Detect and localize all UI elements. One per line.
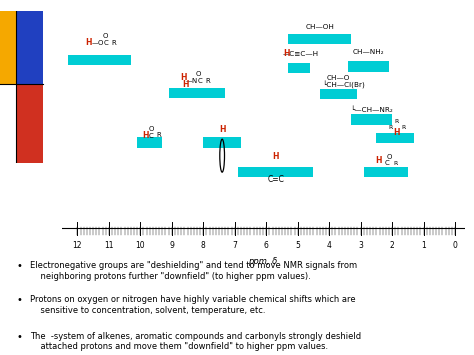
Text: •: •: [17, 261, 22, 271]
Text: H: H: [181, 73, 187, 82]
Text: 10: 10: [136, 241, 145, 250]
Text: —O: —O: [91, 39, 104, 45]
Text: Protons on oxygen or nitrogen have highly variable chemical shifts which are
   : Protons on oxygen or nitrogen have highl…: [30, 295, 356, 315]
Text: 1: 1: [421, 241, 426, 250]
Text: C: C: [198, 78, 202, 84]
Text: H: H: [376, 155, 382, 165]
Text: O: O: [196, 71, 201, 77]
Text: 0: 0: [453, 241, 457, 250]
Text: └CH—Cl(Br): └CH—Cl(Br): [322, 81, 365, 89]
Text: C=C: C=C: [267, 175, 284, 184]
Text: └—CH—NR₂: └—CH—NR₂: [350, 106, 393, 113]
Bar: [137, 137, 162, 148]
Bar: [203, 137, 241, 148]
Bar: [288, 34, 351, 44]
Text: 4: 4: [327, 241, 332, 250]
Text: H: H: [182, 80, 189, 89]
Text: 11: 11: [104, 241, 114, 250]
Bar: [16, 84, 43, 163]
Text: H: H: [283, 49, 290, 58]
Text: •: •: [17, 332, 22, 342]
Text: H: H: [273, 152, 279, 161]
Text: O: O: [386, 154, 392, 160]
Text: C: C: [149, 133, 154, 139]
Text: 3: 3: [358, 241, 363, 250]
Text: •: •: [17, 295, 22, 305]
Text: O: O: [149, 126, 154, 132]
Text: ppm, δ: ppm, δ: [248, 257, 278, 266]
Bar: [364, 167, 408, 178]
Bar: [0, 11, 26, 84]
Text: O: O: [103, 33, 109, 39]
Bar: [320, 89, 357, 99]
Text: CH—O: CH—O: [327, 75, 350, 81]
Bar: [351, 114, 392, 125]
Text: 8: 8: [201, 241, 206, 250]
Text: CH—OH: CH—OH: [305, 24, 334, 30]
Bar: [68, 55, 131, 65]
Text: H: H: [85, 38, 91, 47]
Bar: [376, 133, 414, 143]
Text: R: R: [206, 78, 210, 84]
Bar: [348, 61, 389, 72]
Text: 5: 5: [295, 241, 300, 250]
Text: R: R: [388, 125, 392, 130]
Text: R: R: [395, 119, 399, 124]
Bar: [16, 11, 43, 84]
Bar: [169, 88, 225, 98]
Bar: [238, 167, 313, 178]
Text: 12: 12: [73, 241, 82, 250]
Text: R: R: [111, 39, 116, 45]
Text: —N: —N: [186, 78, 199, 84]
Text: R: R: [401, 125, 405, 130]
Text: 7: 7: [232, 241, 237, 250]
Text: Electronegative groups are "deshielding" and tend to move NMR signals from
    n: Electronegative groups are "deshielding"…: [30, 261, 357, 281]
Text: —C≡C—H: —C≡C—H: [282, 50, 318, 56]
Bar: [288, 62, 310, 73]
Text: CH—NH₂: CH—NH₂: [353, 49, 384, 55]
Text: H: H: [142, 131, 148, 141]
Text: 6: 6: [264, 241, 269, 250]
Text: The  -system of alkenes, aromatic compounds and carbonyls strongly deshield
    : The -system of alkenes, aromatic compoun…: [30, 332, 362, 351]
Text: 2: 2: [390, 241, 394, 250]
Text: R: R: [393, 161, 397, 166]
Text: C: C: [103, 39, 108, 45]
Text: R: R: [156, 132, 161, 138]
Text: H: H: [393, 128, 400, 137]
Text: 9: 9: [169, 241, 174, 250]
Text: H: H: [219, 125, 226, 134]
Text: C: C: [385, 160, 390, 166]
